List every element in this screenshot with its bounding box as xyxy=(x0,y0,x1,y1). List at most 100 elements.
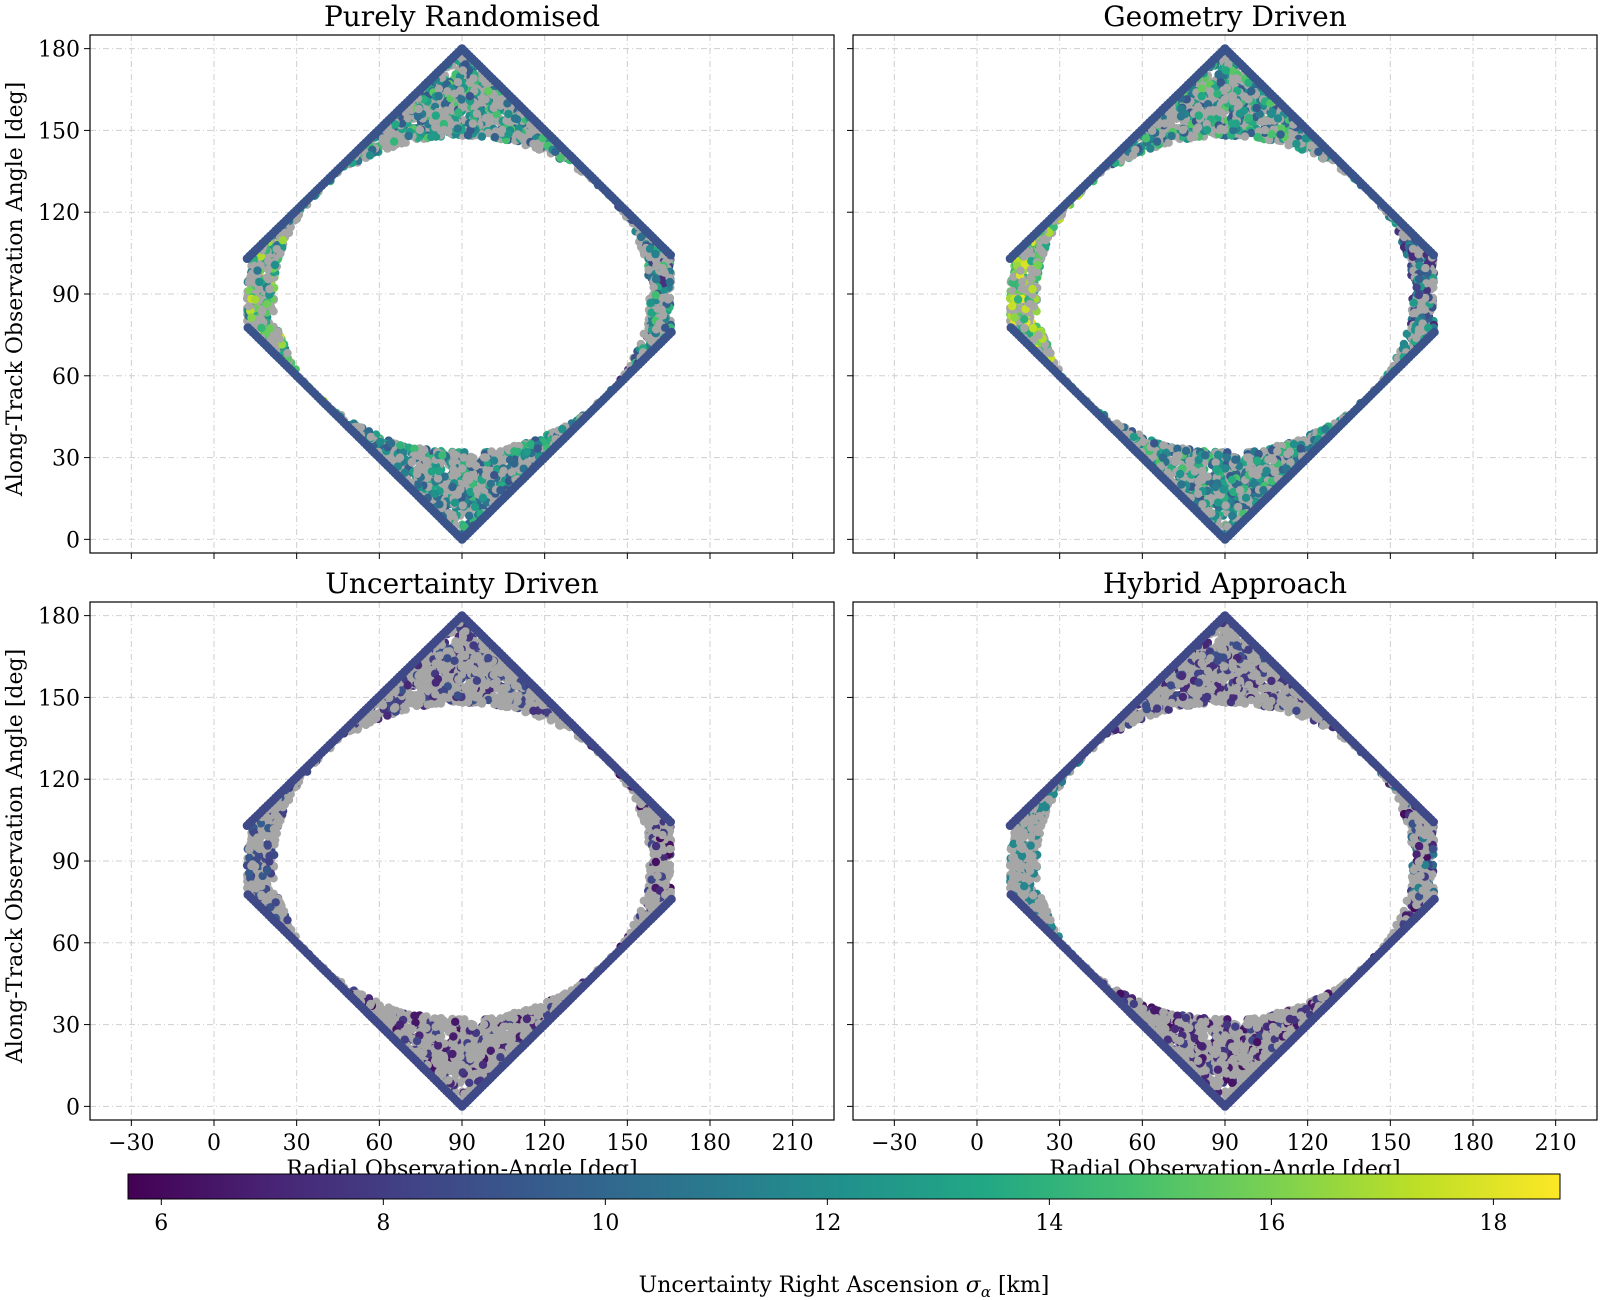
scatter-point xyxy=(438,451,447,460)
scatter-point-unobserved xyxy=(653,304,662,313)
scatter-point-unobserved xyxy=(244,301,254,311)
y-tick-label: 180 xyxy=(38,38,80,63)
scatter-point-unobserved xyxy=(395,453,405,462)
scatter-point xyxy=(465,92,475,101)
grid xyxy=(90,35,834,553)
scatter-point xyxy=(270,260,280,270)
scatter-point-unobserved xyxy=(449,465,458,474)
y-tick-label: 60 xyxy=(52,365,80,390)
scatter-point xyxy=(522,447,532,457)
scatter-point-unobserved xyxy=(415,125,425,135)
scatter-point xyxy=(389,137,399,146)
panel-top-right: Geometry Driven xyxy=(847,0,1598,559)
scatter-point xyxy=(533,444,542,453)
y-tick-label: 90 xyxy=(52,283,80,308)
scatter-point-unobserved xyxy=(499,466,508,475)
scatter-point-unobserved xyxy=(451,450,460,459)
scatter-point xyxy=(257,323,266,333)
scatter-point-unobserved xyxy=(459,453,469,462)
scatter-points xyxy=(242,44,676,544)
scatter-point xyxy=(457,95,466,104)
scatter-point-unobserved xyxy=(497,125,507,135)
scatter-point-unobserved xyxy=(469,74,478,83)
scatter-point xyxy=(490,471,499,480)
scatter-point-unobserved xyxy=(472,109,482,118)
scatter-point-unobserved xyxy=(378,134,388,143)
scatter-point-unobserved xyxy=(434,84,444,94)
scatter-point-unobserved xyxy=(439,125,449,135)
scatter-point-unobserved xyxy=(481,95,490,104)
scatter-point-unobserved xyxy=(458,501,467,510)
scatter-point xyxy=(646,298,655,307)
scatter-point xyxy=(434,466,444,476)
scatter-point xyxy=(471,502,480,512)
scatter-point xyxy=(365,151,375,160)
scatter-point-unobserved xyxy=(263,265,273,274)
scatter-point xyxy=(396,441,405,450)
scatter-point-unobserved xyxy=(431,123,440,132)
scatter-point xyxy=(484,86,493,96)
scatter-point-unobserved xyxy=(481,113,491,123)
scatter-point xyxy=(266,324,275,333)
scatter-point xyxy=(253,266,262,275)
scatter-point xyxy=(431,111,440,120)
scatter-point xyxy=(427,467,437,476)
scatter-point-unobserved xyxy=(283,348,292,358)
scatter-point-unobserved xyxy=(529,139,538,148)
scatter-point xyxy=(262,299,272,309)
panel-title-top-right: Geometry Driven xyxy=(1103,0,1346,33)
scatter-point-unobserved xyxy=(479,453,489,462)
scatter-point xyxy=(477,132,487,141)
scatter-point xyxy=(250,295,260,304)
scatter-point xyxy=(255,277,264,287)
scatter-point-unobserved xyxy=(456,485,465,494)
scatter-point xyxy=(247,313,256,322)
scatter-point-unobserved xyxy=(257,315,266,324)
scatter-point-unobserved xyxy=(265,284,274,294)
plot-area-top-right xyxy=(847,34,1598,559)
scatter-point xyxy=(413,112,423,121)
scatter-point-unobserved xyxy=(366,432,375,442)
scatter-point-unobserved xyxy=(450,89,459,99)
scatter-point-unobserved xyxy=(468,119,478,128)
scatter-point-unobserved xyxy=(464,475,474,484)
scatter-point-unobserved xyxy=(442,106,451,115)
scatter-point-unobserved xyxy=(422,456,431,466)
scatter-point xyxy=(404,131,413,141)
scatter-point xyxy=(510,447,519,456)
scatter-point xyxy=(430,489,440,498)
scatter-point-unobserved xyxy=(468,455,477,464)
scatter-point xyxy=(651,249,660,259)
scatter-point-unobserved xyxy=(412,469,422,479)
scatter-point-unobserved xyxy=(458,66,468,75)
scatter-point xyxy=(435,500,444,509)
scatter-point xyxy=(375,437,385,446)
scatter-point xyxy=(278,236,287,245)
scatter-point-unobserved xyxy=(433,474,443,483)
scatter-point xyxy=(387,439,396,448)
scatter-point xyxy=(434,91,443,101)
scatter-point xyxy=(450,498,460,507)
scatter-point-unobserved xyxy=(472,486,482,495)
y-tick-label: 150 xyxy=(38,119,80,144)
scatter-point xyxy=(478,493,488,502)
scatter-point xyxy=(489,456,499,465)
y-tick-label: 0 xyxy=(66,528,80,553)
scatter-point-edge xyxy=(666,250,675,260)
scatter-point-edge xyxy=(243,323,253,332)
scatter-point-unobserved xyxy=(489,103,498,113)
scatter-point-unobserved xyxy=(407,457,417,467)
scatter-point-unobserved xyxy=(418,446,428,456)
scatter-point xyxy=(453,124,462,133)
scatter-point xyxy=(505,455,515,465)
scatter-point-unobserved xyxy=(276,249,285,258)
scatter-point-unobserved xyxy=(1138,437,1148,446)
panel-title-top-left: Purely Randomised xyxy=(324,0,600,33)
scatter-point xyxy=(651,290,660,300)
scatter-point-unobserved xyxy=(658,263,667,273)
scatter-point-unobserved xyxy=(271,331,280,340)
scatter-point xyxy=(427,132,436,142)
